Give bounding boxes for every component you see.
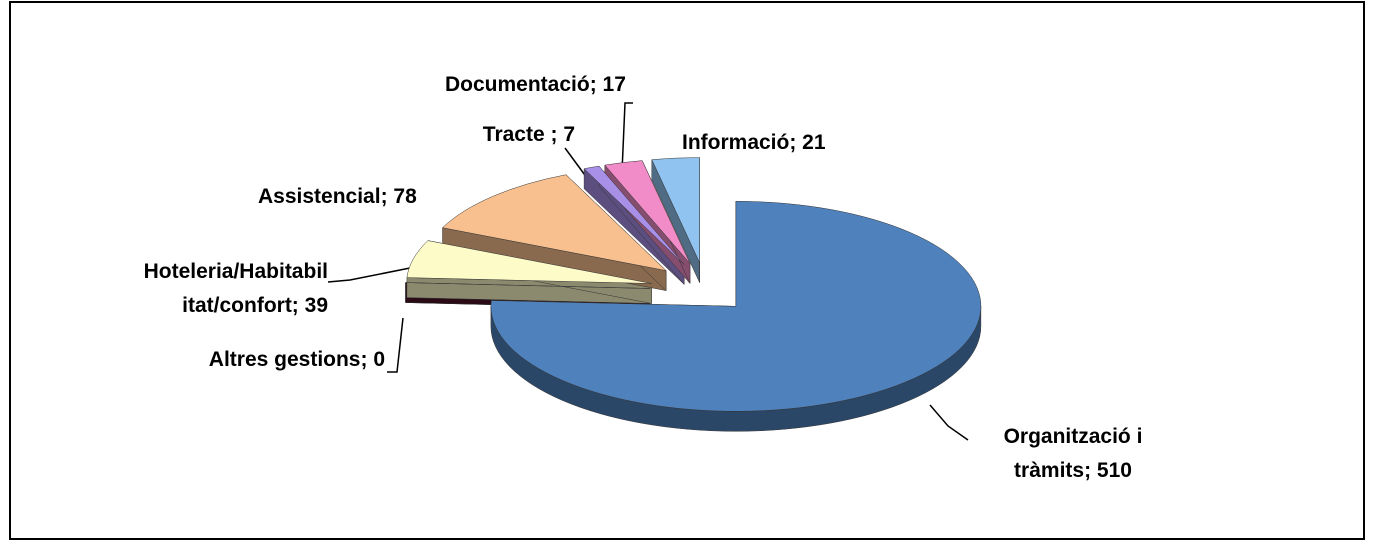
slice: [490, 201, 982, 412]
data-label: Organització i tràmits; 510: [1003, 425, 1143, 482]
leader-line: [327, 267, 411, 283]
slice: [651, 157, 700, 263]
data-label: Altres gestions; 0: [208, 348, 385, 371]
data-label: Documentació; 17: [445, 73, 626, 96]
leader-line: [621, 102, 633, 173]
leader-line: [387, 317, 404, 373]
slice: [405, 282, 651, 289]
leader-line: [929, 404, 969, 441]
leader-lines: [327, 102, 969, 441]
slice: [406, 240, 652, 284]
data-label: Hoteleria/Habitabil itat/confort; 39: [143, 260, 328, 317]
data-label: Tracte ; 7: [482, 123, 575, 146]
data-label: Informació; 21: [682, 131, 826, 154]
data-label: Assistencial; 78: [258, 185, 417, 208]
slice: [441, 174, 667, 272]
slice: [604, 160, 691, 264]
slice: [583, 165, 685, 265]
